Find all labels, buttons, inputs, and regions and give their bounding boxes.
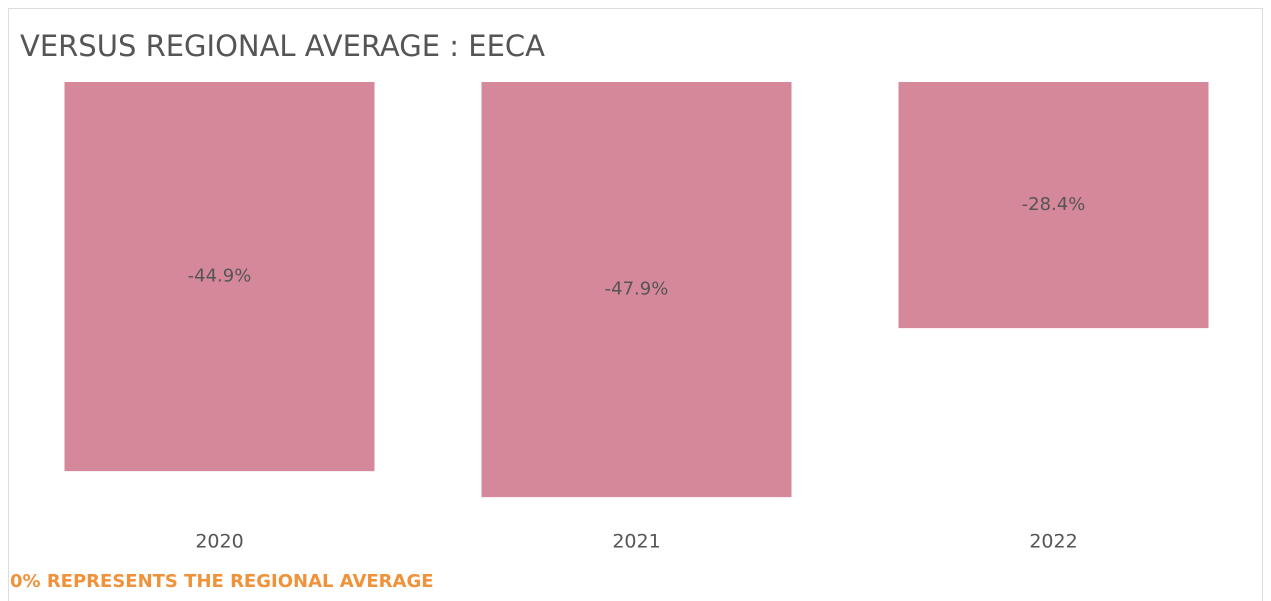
- bar: [898, 82, 1209, 329]
- x-tick-label: 2022: [1029, 531, 1077, 553]
- footnote: 0% REPRESENTS THE REGIONAL AVERAGE: [10, 571, 434, 592]
- chart-title: VERSUS REGIONAL AVERAGE : EECA: [20, 29, 545, 63]
- bar: [64, 82, 375, 472]
- x-tick-label: 2020: [195, 531, 243, 553]
- value-label: -44.9%: [188, 266, 252, 287]
- x-tick-label: 2021: [612, 531, 660, 553]
- bar: [481, 82, 792, 498]
- value-label: -47.9%: [605, 279, 669, 300]
- value-label: -28.4%: [1022, 194, 1086, 215]
